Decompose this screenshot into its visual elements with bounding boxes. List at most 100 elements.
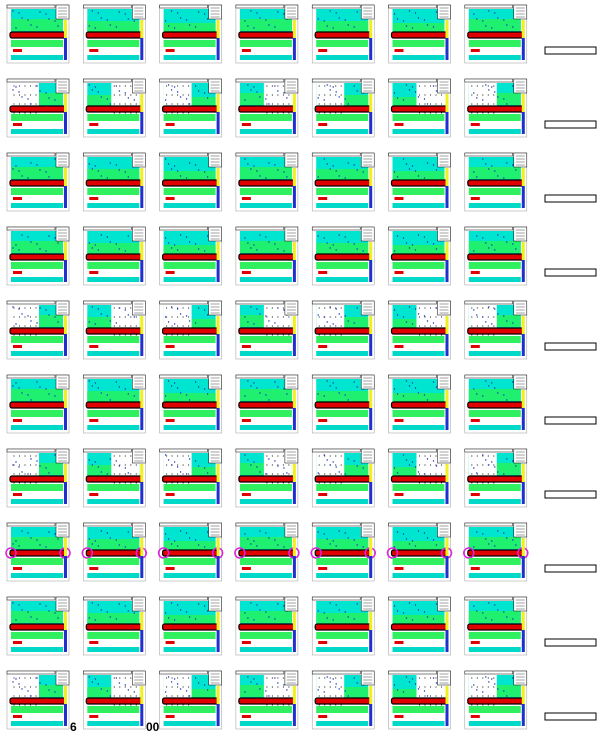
- marker: [283, 92, 285, 94]
- legend-box: [132, 374, 146, 390]
- legend-box: [437, 374, 451, 390]
- marker: [206, 18, 209, 20]
- field-white: [392, 417, 445, 424]
- marker: [247, 163, 249, 165]
- colorbar-top: [216, 168, 220, 186]
- legend-box: [132, 596, 146, 612]
- bottom-strip: [11, 351, 63, 356]
- marker: [30, 162, 32, 164]
- marker: [250, 602, 252, 604]
- marker: [488, 168, 490, 170]
- marker: [482, 395, 484, 397]
- red-bar: [162, 475, 220, 483]
- field-white: [316, 269, 369, 276]
- marker: [12, 464, 14, 466]
- dot: [418, 112, 421, 114]
- dot: [271, 473, 273, 475]
- marker: [54, 20, 56, 22]
- colorbar-top: [64, 316, 67, 334]
- field-white: [316, 47, 369, 54]
- marker: [497, 530, 499, 532]
- marker: [503, 98, 505, 100]
- marker: [118, 465, 120, 467]
- dot: [130, 316, 132, 318]
- thumbnail: [83, 226, 146, 286]
- marker: [185, 19, 188, 21]
- field-lower: [163, 336, 216, 343]
- dot: [271, 94, 273, 96]
- marker: [426, 399, 429, 401]
- marker: [247, 84, 249, 86]
- thumbnail: [6, 152, 70, 212]
- dot: [13, 307, 15, 309]
- dot: [471, 94, 473, 96]
- dot: [24, 677, 26, 679]
- title-bar: [388, 4, 437, 9]
- colorbar-top: [292, 538, 296, 556]
- thumbnail: [235, 374, 299, 434]
- marker: [94, 540, 96, 542]
- red-tag: [89, 567, 99, 570]
- marker: [329, 10, 331, 12]
- title-bar: [464, 226, 514, 231]
- dot: [166, 316, 168, 318]
- marker: [329, 543, 331, 545]
- legend-box: [284, 4, 299, 20]
- row-box: [544, 194, 597, 203]
- dot: [266, 103, 268, 105]
- dot: [487, 94, 489, 96]
- legend-box: [55, 300, 70, 316]
- bottom-strip: [468, 425, 521, 430]
- field-green: [239, 19, 292, 31]
- dot: [171, 334, 173, 336]
- field-white: [468, 417, 521, 424]
- marker: [408, 89, 411, 91]
- marker: [115, 85, 117, 87]
- marker: [109, 616, 111, 618]
- field-lower: [163, 484, 216, 491]
- dot: [418, 85, 421, 87]
- dot: [493, 94, 495, 96]
- marker: [414, 308, 417, 310]
- marker: [417, 530, 420, 532]
- dot: [493, 316, 495, 318]
- marker: [45, 250, 47, 252]
- marker: [91, 385, 93, 387]
- dot: [277, 325, 279, 327]
- bottom-strip: [11, 277, 63, 282]
- marker: [185, 177, 188, 179]
- field-lower: [11, 114, 63, 121]
- marker: [30, 320, 32, 322]
- colorbar-bottom: [521, 334, 525, 356]
- marker: [115, 539, 117, 541]
- dot: [487, 112, 489, 114]
- colorbar-top: [521, 464, 525, 482]
- field-white: [163, 491, 216, 498]
- marker: [405, 242, 408, 244]
- title-bar: [464, 596, 514, 601]
- colorbar-top: [292, 390, 296, 408]
- marker: [18, 308, 20, 310]
- marker: [48, 393, 50, 395]
- marker: [203, 13, 206, 15]
- marker: [344, 611, 346, 613]
- marker: [491, 678, 493, 680]
- red-bar: [162, 179, 220, 187]
- marker: [109, 162, 111, 164]
- colorbar-bottom: [445, 334, 449, 356]
- red-bar: [162, 697, 220, 705]
- dot: [188, 464, 190, 466]
- marker: [97, 170, 99, 172]
- dot: [482, 473, 484, 475]
- colorbar-bottom: [521, 260, 525, 282]
- marker: [286, 689, 288, 691]
- dot: [188, 704, 190, 706]
- dot: [335, 85, 337, 87]
- dot: [166, 704, 168, 706]
- dot: [282, 677, 284, 679]
- dot: [340, 334, 342, 336]
- marker: [170, 602, 173, 604]
- dot: [340, 94, 342, 96]
- field-white: [239, 713, 292, 720]
- dot: [476, 704, 478, 706]
